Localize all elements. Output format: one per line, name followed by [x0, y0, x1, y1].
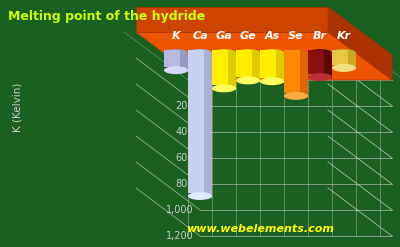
Polygon shape — [228, 50, 236, 90]
Text: Melting point of the hydride: Melting point of the hydride — [8, 10, 205, 23]
Text: Br: Br — [313, 31, 327, 41]
Text: Se: Se — [288, 31, 304, 41]
Ellipse shape — [212, 84, 236, 92]
Polygon shape — [164, 50, 180, 67]
Ellipse shape — [188, 49, 212, 57]
Text: 600: 600 — [176, 153, 194, 163]
Polygon shape — [300, 50, 308, 98]
Polygon shape — [212, 50, 228, 85]
Polygon shape — [188, 50, 204, 193]
Polygon shape — [348, 50, 356, 70]
Polygon shape — [328, 7, 392, 80]
Polygon shape — [252, 50, 260, 82]
Polygon shape — [180, 50, 188, 72]
Ellipse shape — [332, 64, 356, 72]
Ellipse shape — [260, 49, 284, 57]
Ellipse shape — [212, 49, 236, 57]
Text: 1,200: 1,200 — [166, 231, 194, 241]
Text: K: K — [172, 31, 180, 41]
Text: Ga: Ga — [216, 31, 232, 41]
Ellipse shape — [284, 49, 308, 57]
Text: As: As — [264, 31, 280, 41]
Polygon shape — [260, 50, 276, 78]
Text: Ca: Ca — [192, 31, 208, 41]
Text: Kr: Kr — [337, 31, 351, 41]
Polygon shape — [236, 50, 252, 77]
Polygon shape — [204, 50, 212, 198]
Polygon shape — [276, 50, 284, 83]
Polygon shape — [308, 50, 324, 74]
Ellipse shape — [308, 73, 332, 81]
Polygon shape — [324, 50, 332, 79]
Text: 800: 800 — [176, 179, 194, 189]
Text: 1,000: 1,000 — [166, 205, 194, 215]
Ellipse shape — [236, 49, 260, 57]
Ellipse shape — [260, 77, 284, 85]
Ellipse shape — [284, 92, 308, 100]
Text: 0: 0 — [188, 75, 194, 85]
Ellipse shape — [164, 66, 188, 74]
Ellipse shape — [188, 192, 212, 200]
Polygon shape — [136, 7, 328, 32]
Text: 200: 200 — [176, 101, 194, 111]
Ellipse shape — [308, 49, 332, 57]
Ellipse shape — [332, 49, 356, 57]
Polygon shape — [284, 50, 300, 93]
Polygon shape — [136, 32, 392, 80]
Text: Ge: Ge — [240, 31, 256, 41]
Text: www.webelements.com: www.webelements.com — [186, 224, 334, 234]
Text: 400: 400 — [176, 127, 194, 137]
Text: K (Kelvin): K (Kelvin) — [13, 82, 23, 132]
Ellipse shape — [164, 49, 188, 57]
Ellipse shape — [236, 76, 260, 84]
Polygon shape — [332, 50, 348, 65]
